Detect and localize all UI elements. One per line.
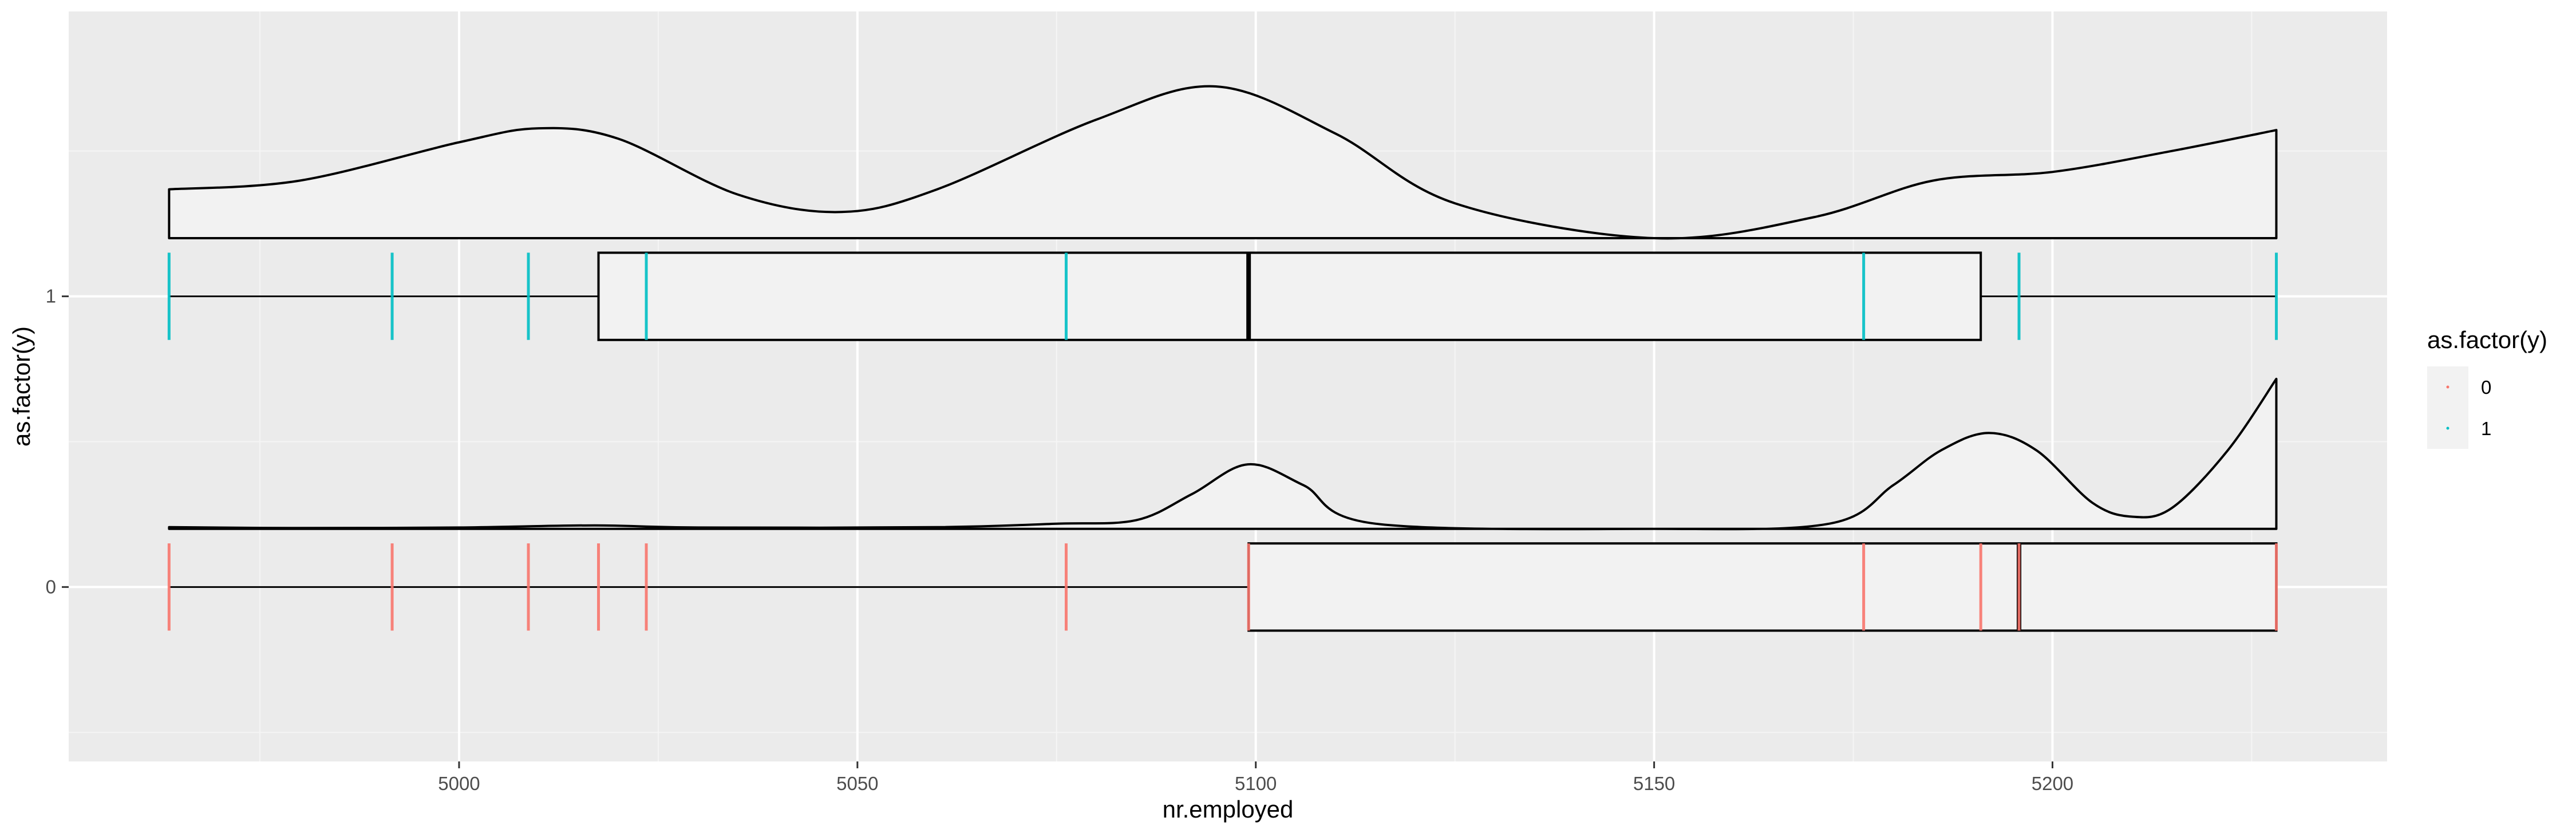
observation-ticks [167, 252, 2278, 631]
legend-title: as.factor(y) [2427, 326, 2547, 353]
box-0 [1247, 542, 2278, 632]
legend-key-point-1 [2446, 427, 2449, 430]
legend-keys: 01 [2427, 366, 2491, 449]
legend: as.factor(y) 01 [2427, 326, 2547, 449]
x-tick-label: 5150 [1633, 773, 1675, 794]
x-tick-label: 5000 [438, 773, 480, 794]
legend-label-1: 1 [2481, 418, 2491, 439]
density-cloud-1 [168, 85, 2278, 240]
density-clouds [168, 85, 2278, 531]
legend-label-0: 0 [2481, 377, 2491, 398]
legend-key-point-0 [2446, 385, 2449, 389]
y-axis-ticks: 01 [46, 286, 69, 597]
y-axis-title: as.factor(y) [8, 326, 35, 447]
x-tick-label: 5100 [1235, 773, 1277, 794]
boxplots [169, 251, 2278, 632]
x-axis-ticks: 5000 5050 5100 5150 5200 [438, 761, 2073, 794]
density-cloud-0 [168, 377, 2278, 531]
y-tick-label: 1 [46, 286, 56, 307]
x-tick-label: 5050 [836, 773, 878, 794]
box-1 [597, 251, 1982, 341]
x-axis-title: nr.employed [1163, 796, 1294, 823]
x-tick-label: 5200 [2032, 773, 2073, 794]
y-tick-label: 0 [46, 576, 56, 597]
